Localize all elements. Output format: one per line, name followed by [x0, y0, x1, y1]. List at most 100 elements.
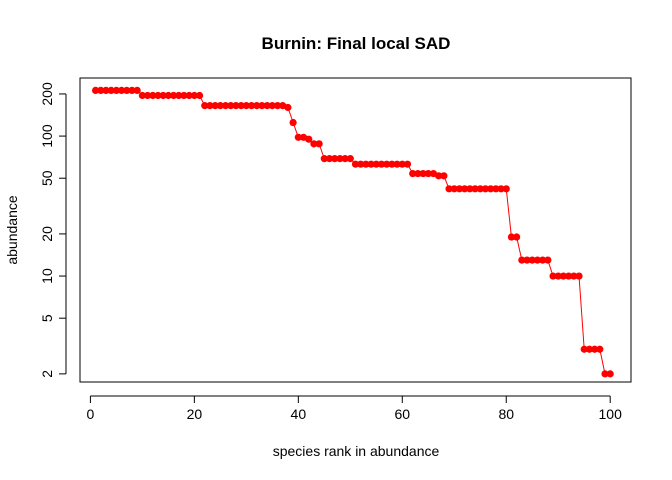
data-point [159, 91, 167, 100]
chart-title: Burnin: Final local SAD [262, 34, 451, 53]
data-point [195, 91, 204, 100]
data-point [320, 155, 328, 163]
data-point [133, 86, 141, 95]
data-point [476, 185, 484, 193]
data-point [471, 185, 479, 193]
data-point [112, 86, 120, 95]
data-point [91, 86, 100, 95]
data-point [289, 118, 297, 127]
data-point [294, 133, 302, 141]
data-point [533, 256, 542, 264]
y-tick-label: 100 [39, 124, 55, 148]
data-point [367, 160, 375, 168]
data-point [201, 102, 209, 110]
data-point [237, 102, 245, 110]
data-point [419, 169, 427, 178]
data-point [440, 172, 448, 180]
x-axis-label: species rank in abundance [273, 443, 440, 459]
data-point [149, 91, 157, 100]
data-point [211, 102, 219, 110]
plot-frame [79, 77, 632, 383]
data-point [461, 185, 469, 193]
data-point [185, 91, 193, 100]
x-axis: 0 20 40 60 80 100 [86, 395, 623, 422]
data-point [585, 345, 594, 353]
x-tick-label: 100 [599, 406, 623, 422]
data-point [169, 91, 178, 100]
data-point [435, 172, 443, 180]
data-point [559, 272, 568, 280]
data-point [351, 160, 360, 168]
data-point [315, 140, 323, 148]
data-point [227, 102, 235, 110]
data-point [253, 102, 261, 110]
data-point [232, 102, 240, 110]
data-point [492, 185, 500, 193]
series-line [95, 89, 611, 375]
data-point [143, 91, 152, 100]
data-point [539, 256, 547, 264]
x-tick-label: 0 [86, 406, 94, 422]
data-point [190, 91, 198, 100]
data-point [325, 155, 334, 163]
data-point [138, 91, 146, 100]
data-point [383, 160, 391, 168]
data-point [175, 91, 183, 100]
data-point [310, 140, 318, 148]
data-point [117, 86, 126, 95]
data-point [565, 272, 573, 280]
data-point [481, 185, 490, 193]
data-series [91, 86, 614, 378]
data-point [247, 102, 256, 110]
data-point [601, 370, 609, 378]
data-point [346, 155, 354, 163]
x-tick-label: 80 [498, 406, 514, 422]
data-point [102, 86, 110, 95]
data-point [575, 272, 583, 280]
data-point [393, 160, 401, 168]
data-point [357, 160, 365, 168]
data-point [455, 185, 464, 193]
data-point [487, 185, 495, 193]
data-point [502, 185, 510, 193]
data-point [398, 160, 406, 168]
x-tick-label: 60 [394, 406, 410, 422]
data-point [206, 102, 214, 110]
data-point [372, 160, 380, 168]
data-point [128, 86, 136, 95]
data-point [107, 86, 115, 95]
data-point [221, 102, 230, 110]
data-point [268, 102, 276, 110]
y-tick-label: 50 [39, 170, 55, 186]
data-point [554, 272, 562, 280]
data-point [388, 160, 396, 168]
data-point [518, 256, 526, 264]
data-point [164, 91, 172, 100]
data-point [362, 160, 370, 168]
data-point [216, 102, 224, 110]
data-point [377, 160, 386, 168]
data-point [336, 155, 344, 163]
y-tick-label: 2 [39, 370, 55, 378]
data-point [414, 169, 422, 178]
data-point [544, 256, 552, 264]
data-point [580, 345, 588, 353]
data-point [154, 91, 162, 100]
data-point [528, 256, 536, 264]
data-point [513, 233, 521, 241]
data-point [606, 370, 614, 378]
data-point [331, 155, 339, 163]
data-point [466, 185, 474, 193]
data-point [523, 256, 531, 264]
data-point [284, 103, 292, 112]
y-tick-label: 200 [39, 82, 55, 106]
y-tick-label: 10 [39, 268, 55, 284]
data-point [341, 155, 349, 163]
data-point [596, 345, 604, 353]
data-point [242, 102, 250, 110]
data-point [409, 169, 417, 178]
data-point [403, 160, 412, 168]
data-point [591, 345, 599, 353]
data-point [258, 102, 266, 110]
